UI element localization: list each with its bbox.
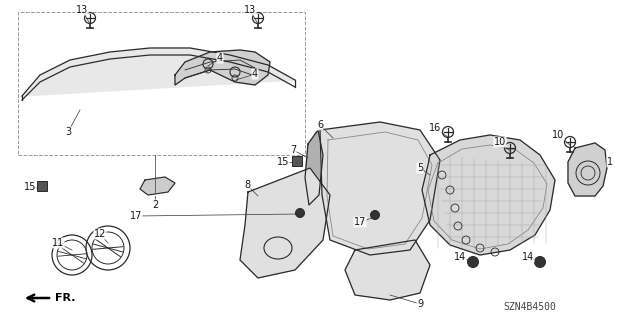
Circle shape [296,209,305,218]
Circle shape [534,256,545,268]
Text: 9: 9 [417,299,423,309]
Polygon shape [240,168,330,278]
Polygon shape [175,50,270,85]
Polygon shape [140,177,175,195]
Text: 4: 4 [252,69,258,79]
Text: 14: 14 [454,252,466,262]
Text: 17: 17 [130,211,142,221]
Text: 11: 11 [52,238,64,248]
Text: SZN4B4500: SZN4B4500 [504,302,556,312]
Text: 10: 10 [494,137,506,147]
Text: 17: 17 [354,217,366,227]
Text: 13: 13 [76,5,88,15]
Text: 3: 3 [65,127,71,137]
Text: 16: 16 [429,123,441,133]
Text: 14: 14 [522,252,534,262]
Polygon shape [422,135,555,255]
Text: FR.: FR. [55,293,76,303]
Text: 15: 15 [24,182,36,192]
Bar [18,12,305,155]
Polygon shape [22,48,295,96]
Text: 12: 12 [94,229,106,239]
Text: 10: 10 [552,130,564,140]
Circle shape [467,256,479,268]
Polygon shape [320,122,440,255]
Text: 2: 2 [152,200,158,210]
Bar [37,181,47,191]
Circle shape [371,211,380,219]
Polygon shape [305,130,323,205]
Text: 7: 7 [290,145,296,155]
Polygon shape [345,240,430,300]
Text: 6: 6 [317,120,323,130]
Text: 8: 8 [244,180,250,190]
Text: 1: 1 [607,157,613,167]
Text: 4: 4 [217,53,223,63]
Text: 15: 15 [277,157,289,167]
Text: 5: 5 [417,163,423,173]
Polygon shape [568,143,607,196]
Text: 13: 13 [244,5,256,15]
Bar [292,156,302,166]
